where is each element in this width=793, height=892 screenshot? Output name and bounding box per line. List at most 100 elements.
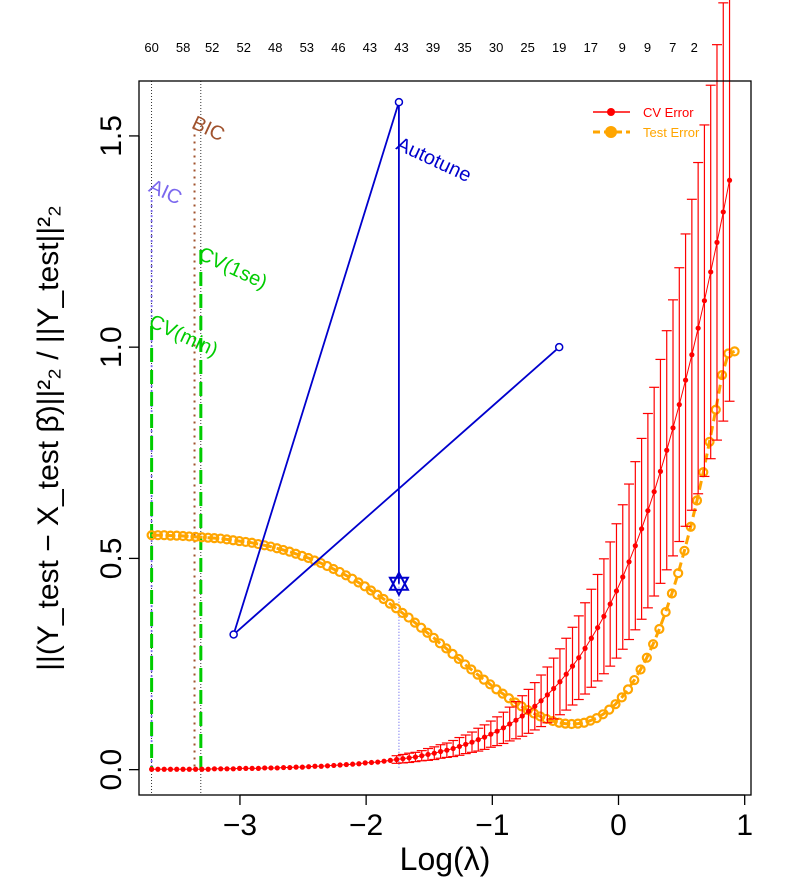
cv-error-point [607,601,613,607]
cv-error-point [387,757,393,763]
x-axis-label: Log(λ) [400,841,491,877]
top-axis-label: 7 [669,40,676,55]
top-axis-label: 52 [236,40,250,55]
test-error-point [485,679,496,690]
test-error-point [215,533,226,544]
autotune-star-marker [388,576,410,597]
cv-error-point [576,655,582,661]
cv-error-point [588,635,594,641]
cv-error-point [324,763,331,769]
test-error-point [416,622,427,633]
cv-error-point [519,713,525,719]
cv-error-point [456,743,463,750]
test-error-point [453,653,464,665]
cv-error-point [312,763,318,769]
cv-error-point [205,766,211,772]
cv-error-point [375,759,381,765]
cv-error-point [167,766,174,772]
cv-error-point [626,559,632,565]
cv-error-point [255,765,262,771]
y-tick-label: 1.0 [95,326,128,368]
test-error-point [422,627,433,638]
cv-error-point [513,717,519,723]
cv-error-point [463,741,469,747]
cv-error-point [155,766,161,772]
cv-error-point [620,574,626,580]
top-axis-label: 17 [584,40,598,55]
cv-error-point [689,352,695,358]
cv-error-point [601,613,607,619]
cv-error-point [475,737,481,743]
cv-error-point [507,721,513,727]
cv-error-point [557,679,563,685]
cv-error-point [412,754,419,760]
cv-error-point [331,762,337,769]
test-error-point [729,346,740,357]
cv-error-point [544,692,550,698]
cv-error-point [701,298,708,304]
test-error-point [679,545,690,556]
test-error-point [221,534,232,545]
y-tick-label: 0.5 [95,538,128,580]
test-error-point [472,669,483,680]
test-error-point [547,715,558,727]
cv-error-point [199,766,205,772]
cv-error-point [425,751,431,758]
test-error-point [654,623,665,635]
cv-error-point [287,764,293,771]
legend-test-marker [605,126,617,138]
top-axis-label: 53 [300,40,314,55]
test-error-point [710,404,721,415]
x-tick-label: −3 [223,809,257,842]
test-error-point [497,688,508,699]
top-axis-label: 9 [644,40,651,55]
cv-error-point [720,209,726,215]
cv-error-point [437,748,444,755]
test-error-point [378,593,389,605]
cv-error-point [243,765,249,771]
cv-error-series [149,0,735,772]
x-tick-label: 0 [610,809,627,842]
cv-error-point [337,762,343,768]
cv-error-point [149,766,155,772]
test-error-line [151,349,736,726]
test-error-point [566,718,577,730]
cv-error-point [582,645,588,651]
test-error-point [171,530,182,541]
test-error-point [610,699,621,710]
test-error-point [165,530,176,541]
test-error-point [604,704,615,715]
cv-error-point [362,760,368,766]
cv-error-point [306,764,312,770]
test-error-point [616,692,627,703]
y-axis-label-group: ||(Y_test − X_test β̂)||²₂ / ||Y_test||²… [32,205,65,671]
test-error-point [572,718,583,729]
test-error-point [196,532,207,543]
cv-error-point [406,755,412,761]
cv-error-point [400,756,406,762]
cv-error-point [657,468,664,474]
test-error-point [228,535,239,546]
cv-error-point [551,685,557,692]
top-axis-label: 58 [176,40,190,55]
autotune-path [229,97,564,639]
autotune-path-point [554,342,564,352]
test-error-point [560,718,571,729]
top-axis-label: 46 [331,40,345,55]
x-tick-label: −2 [349,809,383,842]
y-tick-label: 1.5 [95,115,128,157]
test-error-point [159,530,170,541]
test-error-point [146,530,157,541]
cv-error-point [318,763,324,769]
test-error-point [622,684,634,695]
cv-error-point [695,325,701,331]
cv-error-point [280,764,287,771]
cv-error-point [494,728,500,734]
cv-error-point [419,753,425,759]
top-axis-label: 9 [619,40,626,55]
cv-error-point [174,766,180,772]
cv-error-point [645,508,651,514]
test-error-point [397,607,408,619]
legend: CV Error Test Error [593,105,700,140]
test-error-point [447,648,458,659]
